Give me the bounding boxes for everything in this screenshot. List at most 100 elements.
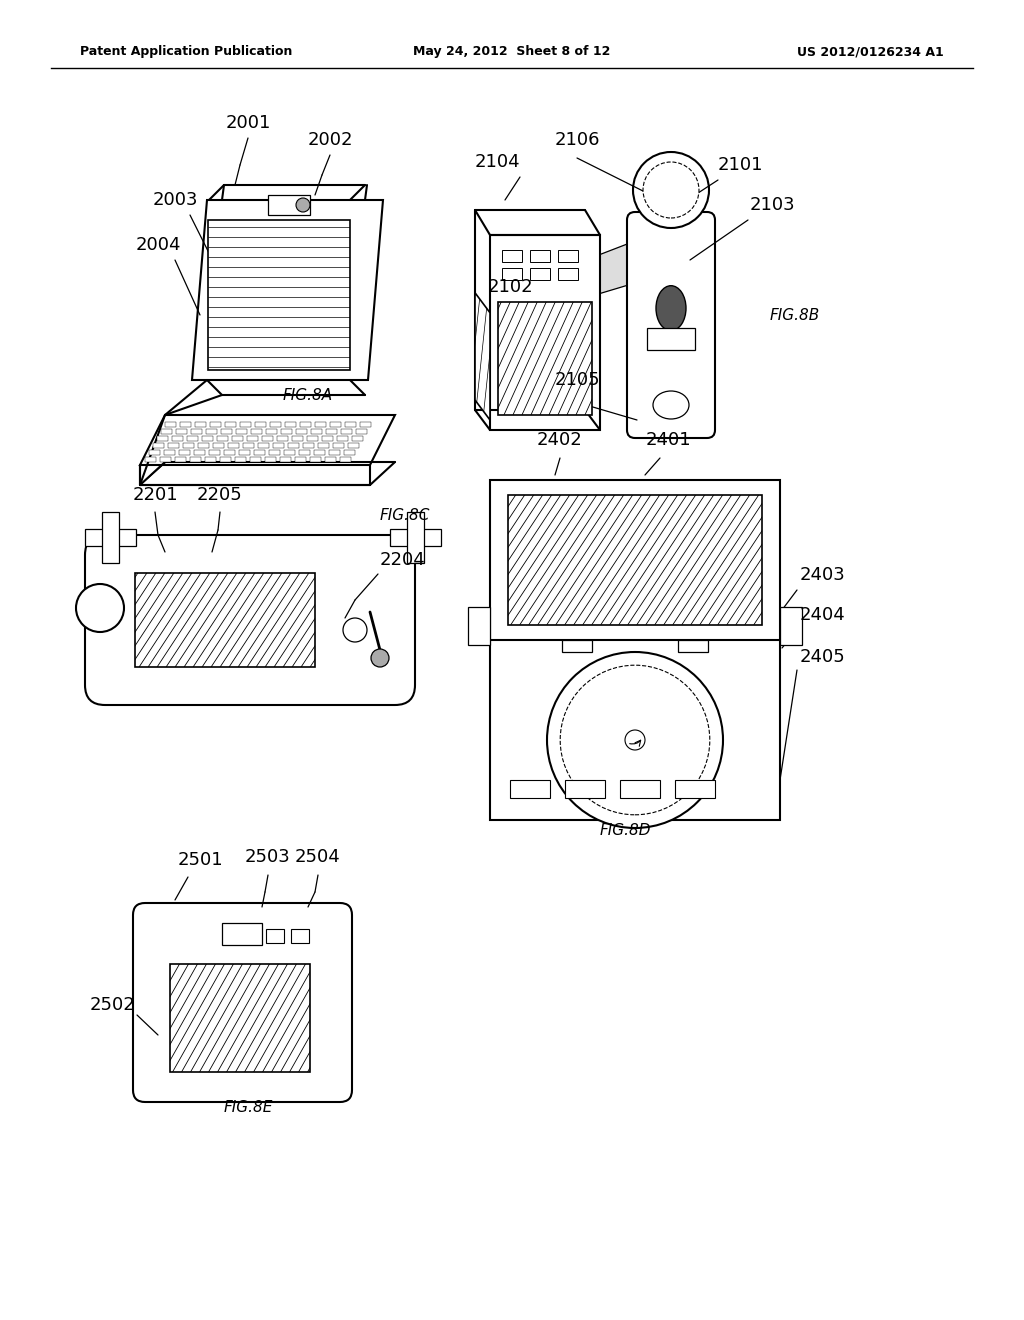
Bar xyxy=(285,422,296,426)
Text: 2104: 2104 xyxy=(474,153,520,172)
Bar xyxy=(296,429,307,434)
Bar xyxy=(232,436,243,441)
Bar xyxy=(187,436,198,441)
Text: US 2012/0126234 A1: US 2012/0126234 A1 xyxy=(798,45,944,58)
Bar xyxy=(172,436,183,441)
Polygon shape xyxy=(170,964,310,1072)
Bar xyxy=(288,444,299,447)
Bar xyxy=(299,450,310,455)
Bar xyxy=(161,429,172,434)
Text: 2201: 2201 xyxy=(132,486,178,504)
Bar xyxy=(292,436,303,441)
Polygon shape xyxy=(498,302,592,414)
Text: 2401: 2401 xyxy=(645,432,691,449)
Bar xyxy=(191,429,202,434)
Bar xyxy=(190,457,201,462)
Bar xyxy=(675,780,715,799)
Circle shape xyxy=(76,583,124,632)
Bar xyxy=(236,429,247,434)
Bar xyxy=(183,444,194,447)
Bar xyxy=(153,444,164,447)
Bar xyxy=(247,436,258,441)
Bar xyxy=(198,444,209,447)
Bar xyxy=(284,450,295,455)
Bar xyxy=(348,444,359,447)
Bar xyxy=(314,450,325,455)
Bar xyxy=(240,422,251,426)
Bar xyxy=(562,640,592,652)
Bar xyxy=(502,268,522,280)
Bar xyxy=(175,457,186,462)
Bar xyxy=(318,444,329,447)
Bar xyxy=(307,436,318,441)
Bar xyxy=(221,429,232,434)
Bar xyxy=(150,450,160,455)
Polygon shape xyxy=(475,293,490,420)
Bar xyxy=(195,422,206,426)
Bar xyxy=(326,429,337,434)
Bar xyxy=(344,450,355,455)
Bar xyxy=(565,780,605,799)
Bar xyxy=(490,235,600,430)
Bar xyxy=(251,429,262,434)
Bar xyxy=(206,429,217,434)
Bar xyxy=(243,444,254,447)
Bar xyxy=(502,249,522,261)
Text: 2205: 2205 xyxy=(198,486,243,504)
Bar xyxy=(101,511,119,562)
Bar xyxy=(145,457,156,462)
Text: 2405: 2405 xyxy=(800,648,846,667)
Bar xyxy=(468,607,490,644)
Polygon shape xyxy=(208,220,350,370)
Bar xyxy=(322,436,333,441)
Bar xyxy=(262,436,273,441)
Bar xyxy=(780,607,802,644)
Text: 2001: 2001 xyxy=(225,114,270,132)
Circle shape xyxy=(633,152,709,228)
Text: 2101: 2101 xyxy=(717,156,763,174)
Bar xyxy=(678,640,708,652)
Polygon shape xyxy=(135,573,314,667)
Text: 2501: 2501 xyxy=(177,851,223,869)
Bar xyxy=(300,422,311,426)
Circle shape xyxy=(371,649,389,667)
Bar xyxy=(337,436,348,441)
Circle shape xyxy=(547,652,723,828)
Bar xyxy=(224,450,234,455)
Circle shape xyxy=(560,665,710,814)
Bar xyxy=(352,436,362,441)
Bar xyxy=(202,436,213,441)
Bar xyxy=(239,450,250,455)
Bar xyxy=(210,422,221,426)
Text: 2103: 2103 xyxy=(750,195,796,214)
Polygon shape xyxy=(508,495,762,624)
Bar xyxy=(168,444,179,447)
Bar xyxy=(281,429,292,434)
Bar xyxy=(160,457,171,462)
Bar xyxy=(269,450,280,455)
Text: 2105: 2105 xyxy=(555,371,601,389)
Circle shape xyxy=(343,618,367,642)
Bar xyxy=(291,929,309,942)
Bar xyxy=(647,329,695,350)
Bar xyxy=(330,422,341,426)
Bar xyxy=(209,450,220,455)
Bar xyxy=(333,444,344,447)
Text: 2106: 2106 xyxy=(554,131,600,149)
Bar xyxy=(303,444,314,447)
Bar xyxy=(340,457,351,462)
FancyBboxPatch shape xyxy=(85,535,415,705)
Text: FIG.8C: FIG.8C xyxy=(380,508,430,523)
Bar xyxy=(228,444,239,447)
Bar xyxy=(510,780,550,799)
FancyBboxPatch shape xyxy=(133,903,352,1102)
Bar xyxy=(360,422,371,426)
Bar xyxy=(389,528,440,545)
Polygon shape xyxy=(140,414,395,465)
Bar xyxy=(558,249,578,261)
Bar xyxy=(280,457,291,462)
Bar xyxy=(157,436,168,441)
Bar xyxy=(250,457,261,462)
Bar xyxy=(213,444,224,447)
Text: 2504: 2504 xyxy=(295,847,341,866)
